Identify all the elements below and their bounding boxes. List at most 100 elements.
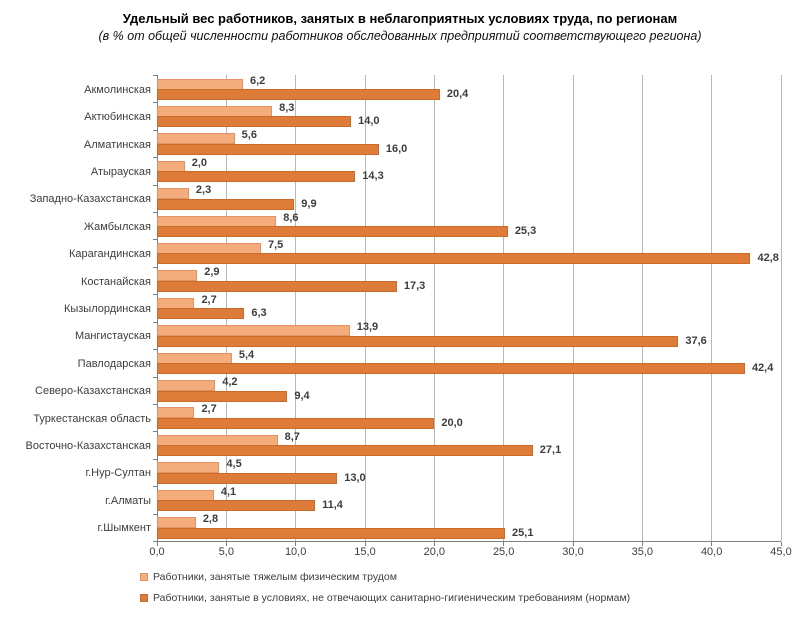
bar: [157, 133, 235, 145]
gridline: [433, 75, 435, 541]
category-label: Костанайская: [80, 275, 151, 288]
chart-subtitle: (в % от общей численности работников обс…: [98, 29, 702, 43]
bar: [157, 116, 352, 128]
bar: [157, 89, 440, 100]
category-label: Акмолинская: [84, 83, 151, 96]
x-tick-label: 20,0: [423, 546, 446, 558]
x-tick-label: 25,0: [492, 546, 515, 558]
x-axis-tick: [295, 542, 297, 546]
x-axis-tick: [156, 542, 158, 546]
x-axis-tick: [225, 542, 227, 546]
y-axis-tick: [153, 349, 157, 350]
bar-value-label: 2,9: [204, 266, 220, 279]
legend-label: Работники, занятые тяжелым физическим тр…: [153, 571, 397, 583]
bar: [157, 160, 185, 172]
gridline: [711, 75, 713, 541]
x-axis-tick: [433, 542, 435, 546]
x-axis-tick: [711, 542, 713, 546]
bar-value-label: 9,4: [294, 389, 310, 402]
bar-value-label: 7,5: [268, 238, 284, 251]
bar: [157, 517, 196, 529]
bar-value-label: 8,7: [284, 430, 300, 443]
category-label: Кызылординская: [63, 303, 151, 315]
bar: [157, 143, 379, 155]
category-label: Западно-Казахстанская: [29, 193, 151, 206]
y-axis-tick: [153, 102, 157, 103]
bar: [157, 489, 214, 501]
bar-value-label: 2,8: [202, 513, 219, 526]
bar-value-label: 25,3: [514, 225, 537, 238]
gridline: [364, 75, 366, 541]
bar-value-label: 5,4: [238, 348, 255, 361]
y-axis-tick: [153, 404, 157, 405]
bar-value-label: 42,4: [751, 362, 774, 375]
bar-value-label: 14,0: [358, 115, 380, 128]
gridline: [641, 75, 643, 541]
bar-value-label: 8,6: [283, 211, 299, 224]
bar: [157, 335, 679, 347]
plot-area: 6,2 20,4 8,3 14,0 5,6 16,0 2,0 14,3 2,3 9,9 8,6 25,…: [153, 75, 782, 546]
category-label: Северо-Казахстанская: [35, 385, 151, 398]
bar: [157, 527, 506, 539]
bar: [157, 105, 273, 117]
chart-title: Удельный вес работников, занятых в небла…: [122, 11, 678, 26]
x-axis-tick: [641, 542, 643, 546]
bar: [157, 226, 508, 238]
bar: [157, 280, 397, 292]
x-axis-tick: [572, 542, 574, 546]
y-axis-tick: [153, 486, 157, 487]
category-label: Туркестанская область: [33, 412, 151, 425]
legend-item: Работники, занятые в условиях, не отвеча…: [140, 592, 630, 604]
y-axis-tick: [153, 185, 157, 186]
x-tick-label: 5,0: [218, 546, 234, 558]
x-axis-tick: [364, 542, 366, 546]
bar: [157, 198, 295, 210]
category-label: г.Нур-Султан: [85, 467, 151, 480]
gridline: [780, 75, 782, 541]
bar-value-label: 16,0: [385, 142, 408, 155]
bar: [157, 462, 220, 474]
bar-value-label: 14,3: [362, 170, 384, 183]
category-label: Мангистауская: [74, 330, 151, 343]
bar: [157, 325, 350, 337]
bar-value-label: 9,9: [301, 197, 317, 210]
category-label: Павлодарская: [77, 357, 151, 370]
y-axis-tick: [153, 239, 157, 240]
bar: [157, 417, 435, 429]
category-label: Жамбылская: [83, 220, 151, 233]
bar: [157, 390, 288, 402]
category-label: Восточно-Казахстанская: [25, 440, 151, 453]
category-label: Алматинская: [83, 138, 151, 151]
bar-value-label: 20,4: [446, 88, 469, 100]
x-tick-label: 15,0: [354, 546, 376, 558]
x-tick-label: 0,0: [149, 546, 165, 558]
legend-swatch: [140, 594, 148, 602]
bar-value-label: 4,5: [226, 458, 242, 471]
x-tick-label: 35,0: [631, 546, 654, 558]
bar: [157, 78, 243, 90]
bar-value-label: 13,9: [356, 321, 379, 334]
bar: [157, 434, 278, 446]
bar-value-label: 6,3: [251, 307, 267, 320]
bar: [157, 242, 261, 254]
bar-value-label: 17,3: [403, 279, 426, 292]
y-axis-tick: [153, 294, 157, 295]
bar-value-label: 5,6: [241, 129, 257, 142]
bar: [157, 171, 356, 183]
x-axis-tick: [503, 542, 505, 546]
bar: [157, 297, 195, 309]
bar-value-label: 11,4: [322, 499, 343, 512]
bar: [157, 500, 316, 512]
y-axis-tick: [153, 541, 157, 542]
legend-swatch: [140, 573, 148, 581]
y-axis-tick: [153, 377, 157, 378]
bar: [157, 380, 216, 392]
bar-value-label: 25,1: [512, 526, 534, 539]
bar: [157, 472, 338, 484]
category-label: Карагандинская: [69, 248, 151, 261]
bar: [157, 253, 751, 265]
bar-value-label: 4,2: [222, 376, 238, 389]
x-axis-line: [157, 541, 781, 542]
bar-value-label: 8,3: [279, 101, 295, 114]
